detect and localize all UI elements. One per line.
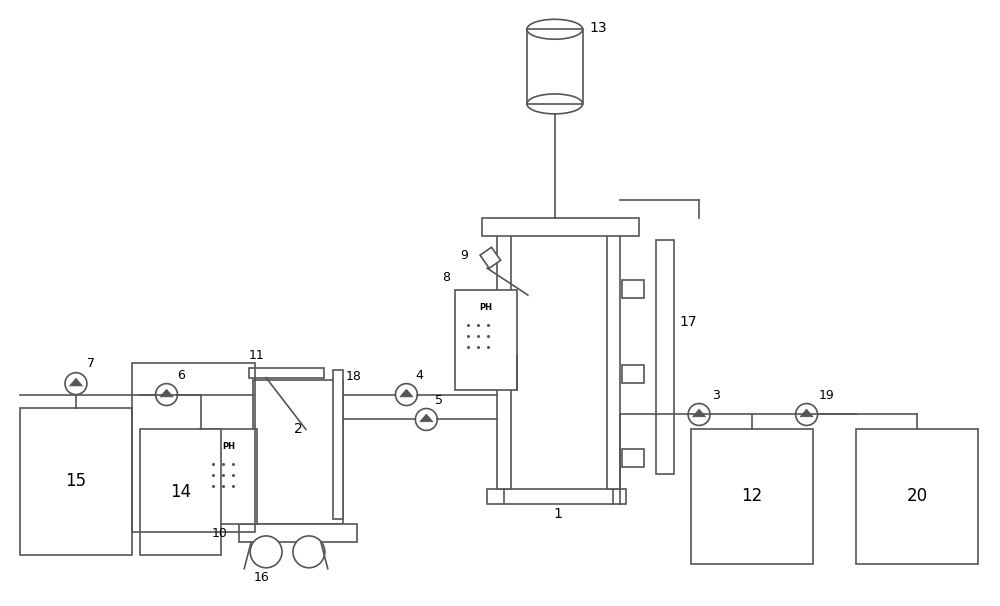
Text: PH: PH xyxy=(480,304,493,313)
Text: 7: 7 xyxy=(87,357,95,370)
Circle shape xyxy=(688,404,710,425)
Bar xyxy=(622,365,644,382)
Polygon shape xyxy=(69,378,83,386)
Bar xyxy=(140,430,221,555)
Text: 12: 12 xyxy=(741,487,762,505)
Text: 14: 14 xyxy=(170,483,191,501)
Bar xyxy=(253,379,343,524)
Polygon shape xyxy=(160,389,173,397)
Bar xyxy=(622,280,644,298)
Polygon shape xyxy=(420,414,433,422)
Text: 3: 3 xyxy=(712,388,720,402)
Bar xyxy=(455,290,517,390)
Text: 10: 10 xyxy=(211,527,227,540)
Text: 15: 15 xyxy=(65,472,87,490)
Bar xyxy=(239,524,357,542)
Bar xyxy=(527,29,583,104)
Text: 5: 5 xyxy=(435,393,443,407)
Text: 18: 18 xyxy=(346,370,362,383)
Bar xyxy=(856,430,978,564)
Text: 4: 4 xyxy=(415,368,423,382)
Bar xyxy=(199,430,257,524)
Bar xyxy=(607,230,620,489)
Text: 19: 19 xyxy=(819,388,834,402)
Text: PH: PH xyxy=(222,442,235,451)
Polygon shape xyxy=(693,409,706,417)
Bar xyxy=(480,247,501,268)
Circle shape xyxy=(156,384,177,405)
Text: 9: 9 xyxy=(460,249,468,262)
Text: 13: 13 xyxy=(590,21,607,35)
Circle shape xyxy=(250,536,282,568)
Polygon shape xyxy=(400,389,413,397)
Bar xyxy=(691,430,813,564)
Text: 2: 2 xyxy=(294,422,302,436)
Bar xyxy=(333,370,343,519)
Circle shape xyxy=(395,384,417,405)
Text: 17: 17 xyxy=(679,315,697,329)
Circle shape xyxy=(65,373,87,395)
Text: 6: 6 xyxy=(177,368,185,382)
Polygon shape xyxy=(800,409,813,417)
Bar xyxy=(622,449,644,467)
Bar xyxy=(497,230,511,489)
Bar xyxy=(20,407,132,555)
Bar xyxy=(132,363,255,532)
Text: 8: 8 xyxy=(442,271,450,284)
Text: 1: 1 xyxy=(553,507,562,521)
Bar xyxy=(487,489,626,504)
Bar xyxy=(482,218,639,236)
Circle shape xyxy=(415,408,437,430)
Text: 20: 20 xyxy=(907,487,928,505)
Circle shape xyxy=(796,404,818,425)
Bar xyxy=(656,241,674,474)
Circle shape xyxy=(293,536,325,568)
Text: 16: 16 xyxy=(253,571,269,584)
Bar xyxy=(249,368,324,378)
Text: 11: 11 xyxy=(249,348,265,362)
